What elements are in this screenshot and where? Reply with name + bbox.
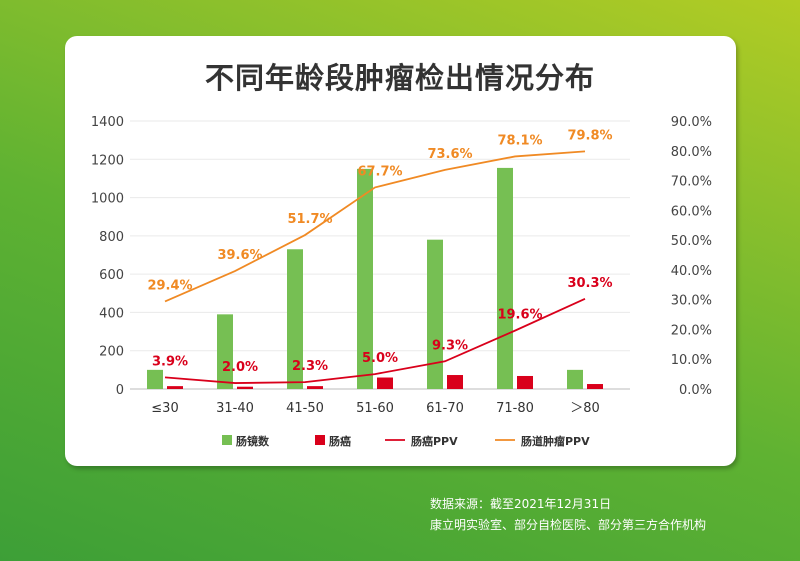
y-right-tick: 0.0%	[679, 383, 712, 398]
legend-label: 肠癌PPV	[411, 434, 458, 448]
bar-肠癌	[167, 386, 183, 389]
chart-title: 不同年龄段肿瘤检出情况分布	[204, 61, 595, 95]
source-line-1: 数据来源：截至2021年12月31日	[430, 497, 612, 511]
legend-label: 肠镜数	[236, 434, 270, 448]
y-left-tick: 400	[99, 306, 124, 321]
legend-swatch	[315, 435, 325, 445]
data-label: 30.3%	[567, 276, 612, 291]
legend-label: 肠癌	[329, 434, 351, 448]
line-肠道肿瘤PPV	[164, 150, 586, 303]
bar-肠镜数	[217, 314, 233, 389]
y-right-tick: 20.0%	[671, 323, 712, 338]
y-right-tick: 40.0%	[671, 264, 712, 279]
y-right-tick: 90.0%	[671, 115, 712, 130]
legend-swatch	[222, 435, 232, 445]
bar-肠癌	[517, 375, 533, 389]
x-tick: 41-50	[286, 401, 324, 416]
line-肠癌PPV	[164, 297, 586, 384]
bar-肠镜数	[567, 369, 583, 389]
bar-肠镜数	[147, 369, 163, 389]
bar-肠癌	[237, 386, 253, 389]
y-right-tick: 10.0%	[671, 353, 712, 368]
y-right-tick: 70.0%	[671, 175, 712, 190]
data-label: 2.3%	[292, 359, 328, 374]
legend-label: 肠道肿瘤PPV	[521, 434, 590, 448]
data-label: 67.7%	[357, 164, 402, 179]
data-label: 19.6%	[497, 308, 542, 323]
source-line-2: 康立明实验室、部分自检医院、部分第三方合作机构	[430, 518, 707, 532]
data-label: 39.6%	[217, 248, 262, 263]
data-label: 79.8%	[567, 128, 612, 143]
y-left-tick: 1200	[91, 153, 124, 168]
y-left-tick: 1000	[91, 192, 124, 207]
data-label: 3.9%	[152, 354, 188, 369]
data-label: 2.0%	[222, 360, 258, 375]
data-label: 9.3%	[432, 338, 468, 353]
y-left-tick: 1400	[91, 115, 124, 130]
y-left-tick: 0	[116, 383, 124, 398]
y-left-tick: 800	[99, 230, 124, 245]
y-right-tick: 80.0%	[671, 145, 712, 160]
x-tick: 71-80	[496, 401, 534, 416]
chart-card	[65, 36, 736, 466]
bar-肠癌	[447, 375, 463, 389]
y-right-tick: 60.0%	[671, 204, 712, 219]
y-left-tick: 600	[99, 268, 124, 283]
bar-肠癌	[307, 386, 323, 389]
data-label: 78.1%	[497, 133, 542, 148]
x-tick: 31-40	[216, 401, 254, 416]
data-label: 5.0%	[362, 351, 398, 366]
x-tick: ＞80	[570, 401, 600, 416]
bar-肠镜数	[287, 249, 303, 389]
x-tick: ≤30	[151, 401, 178, 416]
data-label: 73.6%	[427, 147, 472, 162]
x-tick: 61-70	[426, 401, 464, 416]
data-label: 51.7%	[287, 212, 332, 227]
bar-肠镜数	[357, 168, 373, 389]
x-tick: 51-60	[356, 401, 394, 416]
bar-肠镜数	[497, 167, 513, 389]
data-label: 29.4%	[147, 278, 192, 293]
y-right-tick: 30.0%	[671, 294, 712, 309]
bar-肠癌	[377, 377, 393, 389]
bar-肠镜数	[427, 239, 443, 389]
y-right-tick: 50.0%	[671, 234, 712, 249]
y-left-tick: 200	[99, 345, 124, 360]
bar-肠癌	[587, 384, 603, 389]
